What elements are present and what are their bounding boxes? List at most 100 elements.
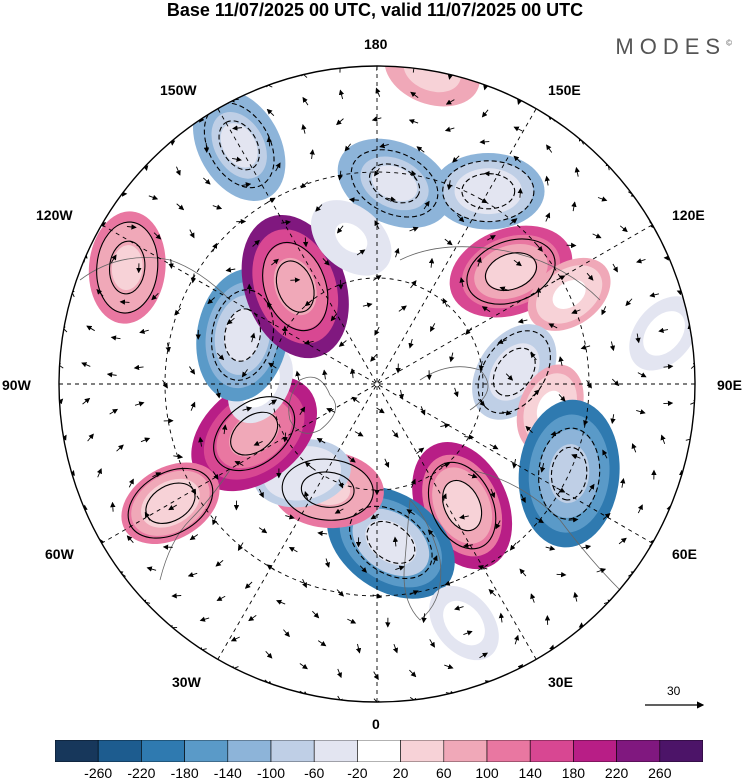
- anomaly-cell: [111, 245, 143, 290]
- wind-arrow: [116, 444, 124, 452]
- wind-arrow: [392, 536, 399, 547]
- wind-arrow: [548, 323, 558, 329]
- colorbar: [55, 740, 703, 762]
- wind-arrow: [96, 289, 104, 297]
- anomaly-cell: [465, 175, 511, 207]
- wind-arrow: [171, 593, 182, 599]
- wind-arrow: [144, 511, 151, 521]
- wind-arrow: [520, 494, 526, 503]
- wind-arrow: [281, 219, 291, 226]
- wind-arrow: [571, 201, 577, 212]
- wind-arrow: [442, 297, 448, 308]
- wind-arrow: [398, 305, 407, 312]
- wind-arrow: [532, 389, 540, 397]
- wind-arrow: [301, 124, 307, 134]
- wind-arrow: [609, 341, 616, 352]
- brand-text: MODES: [615, 34, 727, 59]
- wind-arrow: [175, 166, 181, 176]
- wind-arrow: [168, 504, 177, 511]
- wind-arrow: [637, 372, 647, 378]
- wind-arrow: [636, 409, 646, 415]
- wind-arrow: [317, 640, 327, 647]
- wind-arrow: [225, 267, 236, 273]
- wind-arrow: [558, 356, 564, 366]
- wind-arrow: [540, 463, 546, 473]
- wind-arrow: [550, 430, 561, 437]
- colorbar-swatch: [97, 740, 142, 762]
- wind-arrow: [452, 155, 460, 163]
- wind-arrow: [586, 272, 594, 281]
- wind-arrow: [490, 488, 496, 499]
- wind-arrow: [468, 473, 478, 479]
- wind-arrow: [253, 440, 263, 446]
- wind-arrow: [484, 170, 494, 177]
- contour-line: [211, 289, 275, 381]
- wind-arrow: [625, 298, 633, 307]
- colorbar-swatch: [184, 740, 229, 762]
- contour-line: [466, 238, 556, 305]
- wind-arrow: [481, 306, 491, 313]
- wind-arrow: [463, 542, 473, 549]
- wind-arrow: [338, 340, 347, 347]
- colorbar-tick-label: 260: [648, 765, 672, 781]
- wind-arrow: [106, 372, 117, 378]
- wind-arrow: [276, 599, 286, 605]
- wind-arrow: [285, 514, 295, 520]
- wind-arrow: [344, 143, 352, 152]
- wind-arrow: [168, 259, 174, 269]
- wind-arrow: [444, 238, 453, 246]
- wind-arrow: [244, 581, 253, 589]
- wind-arrow: [152, 472, 162, 478]
- wind-arrow: [351, 396, 360, 403]
- anomaly-cell: [282, 459, 322, 487]
- anomaly-cell: [486, 253, 536, 290]
- wind-arrow: [302, 237, 309, 248]
- wind-arrow: [176, 203, 185, 211]
- contour-line: [366, 520, 416, 564]
- lon-label-180: 180: [364, 36, 388, 52]
- wind-arrow: [173, 453, 184, 460]
- wind-arrow: [288, 546, 298, 553]
- wind-arrow: [583, 416, 589, 426]
- wind-arrow: [505, 373, 514, 381]
- wind-arrow: [299, 406, 306, 416]
- wind-arrow: [391, 430, 399, 438]
- wind-arrow: [252, 239, 260, 247]
- colorbar-tick-label: -140: [213, 765, 242, 781]
- wind-arrow: [544, 175, 550, 186]
- contour-line: [281, 458, 374, 521]
- wind-arrow: [134, 401, 145, 407]
- wind-arrow: [316, 438, 326, 444]
- colorbar-tick-label: -20: [347, 765, 368, 781]
- wind-arrow: [610, 414, 616, 425]
- wind-arrow: [248, 614, 257, 622]
- wind-arrow: [556, 571, 567, 578]
- wind-arrow: [199, 616, 210, 622]
- colorbar-tick-label: -100: [256, 765, 286, 781]
- wind-arrow: [266, 136, 272, 147]
- contour-line: [108, 240, 146, 295]
- wind-arrow: [375, 87, 381, 97]
- colorbar-tick-label: 100: [475, 765, 499, 781]
- wind-arrow: [441, 493, 447, 503]
- wind-arrow: [545, 545, 556, 551]
- wind-arrow: [133, 364, 144, 371]
- wind-arrow: [596, 568, 607, 574]
- wind-arrow: [384, 458, 390, 468]
- wind-arrow: [410, 91, 419, 98]
- map-disc: [58, 65, 696, 703]
- wind-arrow: [421, 613, 427, 624]
- wind-arrow: [444, 664, 454, 670]
- wind-arrow: [558, 394, 566, 402]
- wind-arrow: [317, 530, 328, 537]
- wind-arrow: [324, 558, 330, 568]
- anomaly-cell: [224, 308, 262, 362]
- wind-arrow: [459, 277, 465, 287]
- wind-arrow: [597, 196, 608, 202]
- wind-arrow: [187, 572, 198, 578]
- wind-arrow: [429, 639, 435, 648]
- contour-line: [538, 427, 601, 520]
- contour-line: [368, 163, 421, 204]
- wind-arrow: [126, 224, 137, 230]
- wind-arrow: [620, 477, 626, 488]
